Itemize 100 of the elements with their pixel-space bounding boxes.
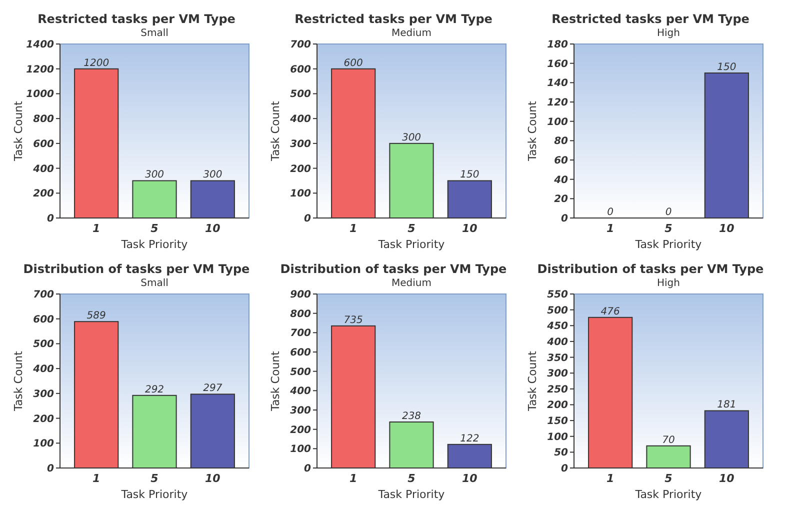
y-tick-label: 450 <box>546 321 568 332</box>
y-tick-label: 300 <box>290 406 312 416</box>
y-tick-label: 160 <box>547 58 568 70</box>
x-tick-label: 1 <box>606 472 614 485</box>
x-tick-label: 1 <box>92 222 100 235</box>
x-tick-label: 5 <box>408 222 416 235</box>
data-label: 600 <box>344 58 363 69</box>
y-axis-title: Task Count <box>526 350 539 412</box>
x-tick-label: 1 <box>350 222 358 235</box>
chart-title: Distribution of tasks per VM Type <box>23 262 250 276</box>
data-label: 300 <box>402 132 422 144</box>
y-axis-title: Task Count <box>526 100 539 162</box>
data-label: 0 <box>665 207 672 218</box>
x-axis-title: Task Priority <box>634 488 702 501</box>
y-tick-label: 400 <box>32 364 54 376</box>
chart-title: Distribution of tasks per VM Type <box>280 262 507 276</box>
data-label: 150 <box>717 62 736 73</box>
y-tick-label: 100 <box>33 438 54 450</box>
y-tick-label: 600 <box>33 138 54 150</box>
y-tick-label: 60 <box>554 156 568 166</box>
y-tick-label: 20 <box>554 194 568 206</box>
x-tick-label: 10 <box>719 472 735 485</box>
y-tick-label: 100 <box>290 188 312 200</box>
y-tick-label: 500 <box>290 89 312 100</box>
data-label: 150 <box>460 170 480 181</box>
y-axis-title: Task Count <box>12 100 25 162</box>
y-tick-label: 900 <box>290 290 312 300</box>
x-tick-label: 10 <box>462 222 478 235</box>
y-tick-label: 600 <box>33 314 54 326</box>
chart-subtitle: High <box>657 278 680 289</box>
y-tick-label: 0 <box>304 464 312 474</box>
data-label: 181 <box>717 400 736 411</box>
chart-subtitle: Medium <box>392 28 432 39</box>
x-tick-label: 10 <box>205 472 221 485</box>
data-label: 735 <box>344 314 363 326</box>
x-axis-title: Task Priority <box>120 488 188 501</box>
chart-title: Restricted tasks per VM Type <box>294 12 492 26</box>
y-tick-label: 500 <box>33 339 54 350</box>
y-tick-label: 300 <box>290 138 312 150</box>
chart-title: Restricted tasks per VM Type <box>552 12 750 26</box>
y-tick-label: 50 <box>554 448 568 459</box>
x-axis-title: Task Priority <box>634 238 702 251</box>
y-tick-label: 700 <box>290 40 312 50</box>
y-tick-label: 200 <box>33 414 54 425</box>
y-tick-label: 600 <box>290 64 312 76</box>
y-axis-title: Task Count <box>12 350 25 412</box>
x-tick-label: 5 <box>408 472 416 485</box>
y-tick-label: 120 <box>547 98 568 108</box>
y-tick-label: 500 <box>290 366 312 378</box>
y-tick-label: 200 <box>290 424 312 436</box>
data-label: 300 <box>203 170 222 181</box>
x-tick-label: 1 <box>350 472 358 485</box>
y-tick-label: 0 <box>47 214 54 224</box>
y-tick-label: 400 <box>289 386 312 398</box>
y-tick-label: 150 <box>547 416 568 428</box>
y-tick-label: 200 <box>547 400 568 412</box>
y-tick-label: 140 <box>547 78 568 90</box>
data-label: 297 <box>203 383 223 394</box>
x-tick-label: 10 <box>205 222 221 235</box>
x-tick-label: 5 <box>664 472 673 485</box>
data-label: 292 <box>144 384 164 396</box>
y-tick-label: 400 <box>32 164 54 175</box>
y-tick-label: 1000 <box>26 89 54 100</box>
data-label: 300 <box>144 170 164 181</box>
y-tick-label: 0 <box>47 464 54 474</box>
data-label: 0 <box>607 207 614 218</box>
data-label: 1200 <box>84 58 110 69</box>
y-tick-label: 200 <box>290 164 312 175</box>
y-tick-label: 100 <box>547 432 568 443</box>
chart-subtitle: Medium <box>392 278 432 289</box>
chart-subtitle: Small <box>140 278 168 289</box>
y-tick-label: 700 <box>33 290 54 300</box>
y-tick-label: 180 <box>547 40 568 50</box>
data-label: 238 <box>402 410 422 422</box>
data-label: 476 <box>600 306 620 318</box>
y-tick-label: 200 <box>33 188 54 200</box>
data-label: 70 <box>662 434 675 446</box>
chart-title: Restricted tasks per VM Type <box>38 12 236 26</box>
y-tick-label: 800 <box>290 308 312 320</box>
y-tick-label: 1200 <box>26 64 54 76</box>
y-tick-label: 40 <box>553 174 568 186</box>
y-tick-label: 100 <box>290 444 312 456</box>
y-tick-label: 1400 <box>26 40 54 50</box>
y-tick-label: 80 <box>554 136 568 148</box>
chart-title: Distribution of tasks per VM Type <box>537 262 764 276</box>
x-tick-label: 1 <box>92 472 100 485</box>
x-tick-label: 5 <box>150 472 159 485</box>
y-tick-label: 500 <box>547 305 568 316</box>
y-tick-label: 600 <box>290 348 312 358</box>
y-tick-label: 400 <box>546 336 568 348</box>
x-axis-title: Task Priority <box>377 488 446 501</box>
y-tick-label: 800 <box>33 114 54 126</box>
x-tick-label: 5 <box>150 222 159 235</box>
chart-subtitle: High <box>657 28 680 39</box>
y-axis-title: Task Count <box>269 100 282 162</box>
x-axis-title: Task Priority <box>120 238 188 251</box>
y-tick-label: 0 <box>561 464 568 474</box>
data-label: 122 <box>460 433 480 444</box>
y-tick-label: 700 <box>290 328 312 340</box>
y-tick-label: 400 <box>289 114 312 126</box>
